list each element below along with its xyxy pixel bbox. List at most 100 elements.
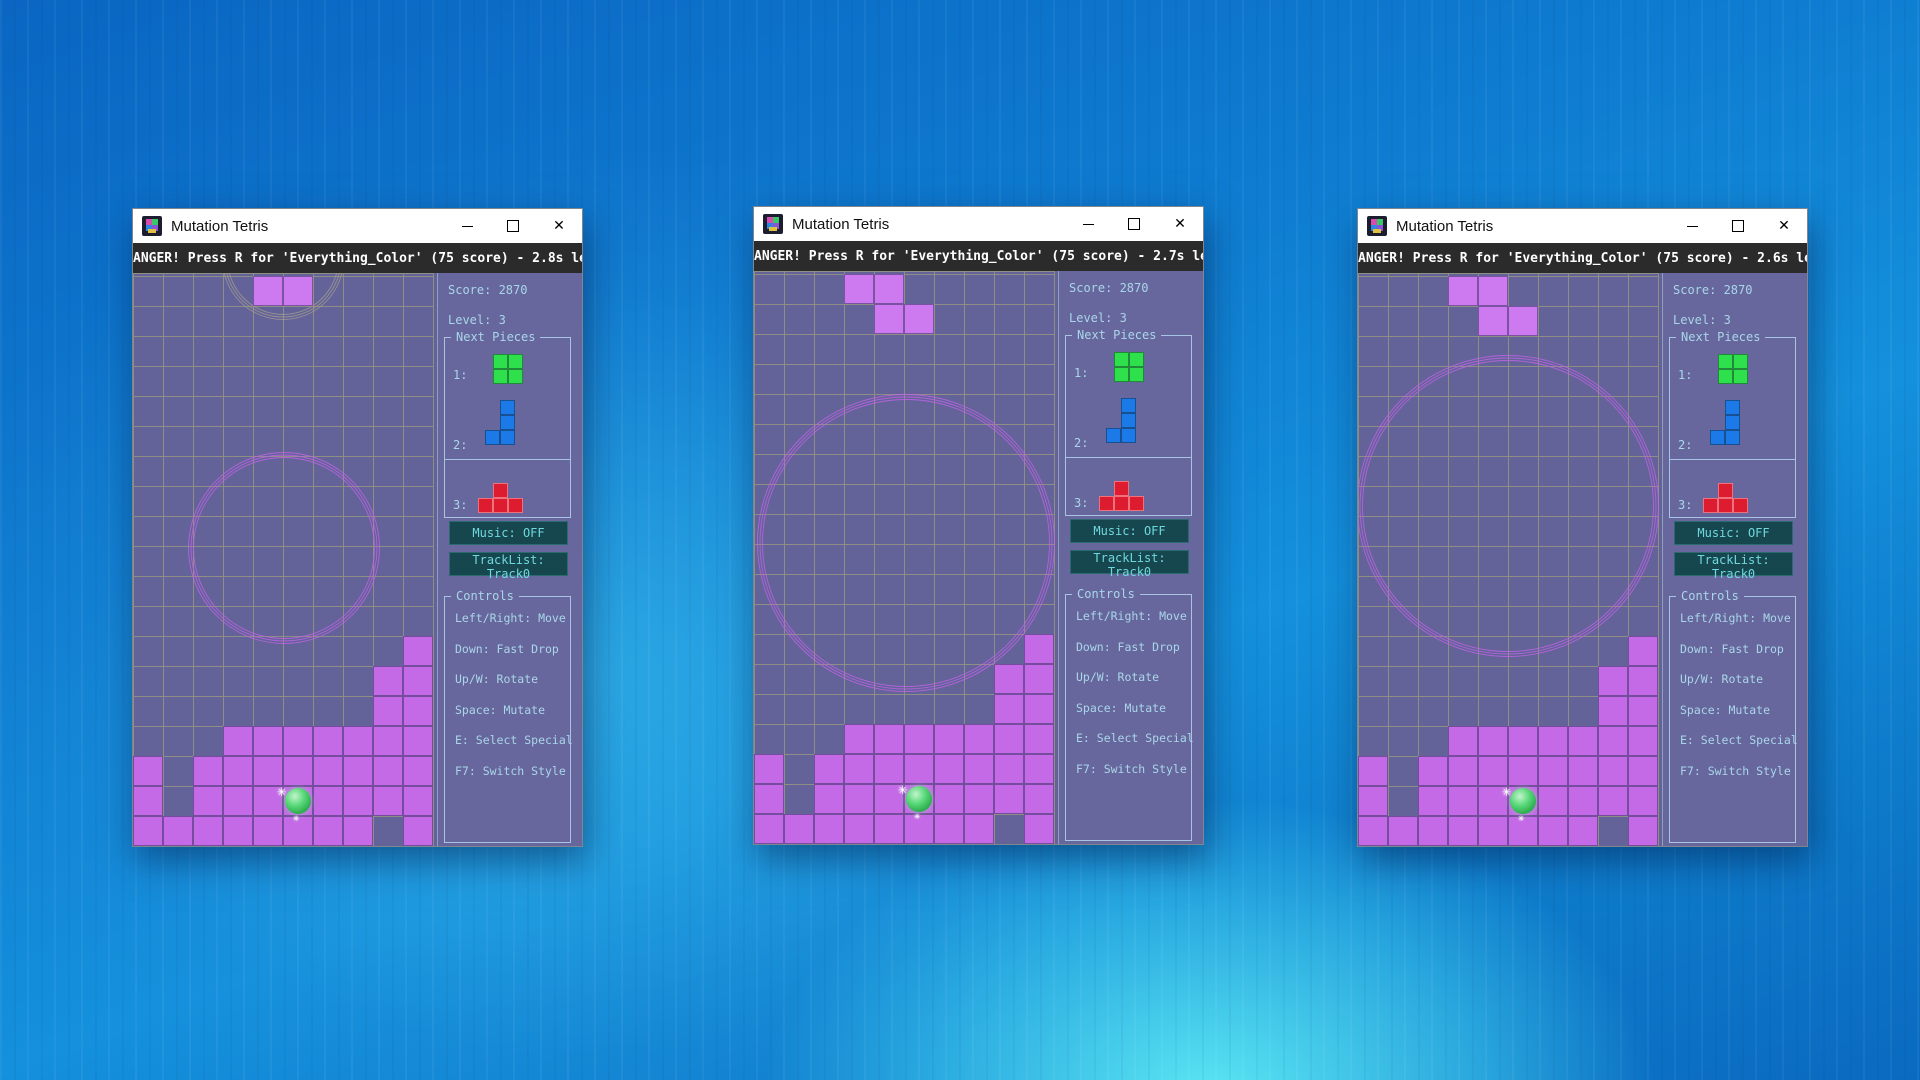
app-icon <box>763 214 783 234</box>
stack-block <box>133 786 163 816</box>
preview-block <box>1114 481 1129 496</box>
stack-block <box>994 754 1024 784</box>
stack-block <box>283 726 313 756</box>
window-titlebar[interactable]: Mutation Tetris ✕ <box>133 209 582 243</box>
level-label: Level: 3 <box>1069 311 1127 325</box>
score-label: Score: 2870 <box>448 283 528 297</box>
preview-block <box>1129 367 1144 382</box>
next-piece-1-label: 1: <box>453 368 468 382</box>
stack-block <box>814 814 844 844</box>
stack-block <box>343 786 373 816</box>
piece-block <box>904 304 934 334</box>
next-piece-3-label: 3: <box>453 498 468 512</box>
music-toggle-button[interactable]: Music: OFF <box>1674 521 1793 545</box>
window-titlebar[interactable]: Mutation Tetris ✕ <box>1358 209 1807 243</box>
control-hint: Space: Mutate <box>1680 702 1771 717</box>
control-hint: F7: Switch Style <box>1076 761 1187 776</box>
controls-title: Controls <box>1072 587 1140 601</box>
close-button[interactable]: ✕ <box>536 209 582 243</box>
stack-block <box>1628 756 1658 786</box>
app-icon <box>1367 216 1387 236</box>
stack-block <box>1508 726 1538 756</box>
stack-block <box>1598 786 1628 816</box>
stack-block <box>343 756 373 786</box>
window-titlebar[interactable]: Mutation Tetris ✕ <box>754 207 1203 241</box>
close-button[interactable]: ✕ <box>1761 209 1807 243</box>
close-icon: ✕ <box>1778 218 1790 234</box>
maximize-icon <box>1732 220 1744 232</box>
stack-block <box>1628 816 1658 846</box>
stack-block <box>814 784 844 814</box>
minimize-button[interactable] <box>444 209 490 243</box>
preview-block <box>1114 496 1129 511</box>
stack-block <box>844 724 874 754</box>
stack-block <box>133 756 163 786</box>
piece-block <box>1448 276 1478 306</box>
piece-block <box>874 274 904 304</box>
stack-block <box>964 724 994 754</box>
stack-block <box>403 756 433 786</box>
stack-block <box>904 724 934 754</box>
stack-block <box>1538 786 1568 816</box>
tracklist-button[interactable]: TrackList: Track0 <box>449 552 568 581</box>
next-pieces-title: Next Pieces <box>451 330 541 344</box>
stack-block <box>874 754 904 784</box>
preview-block <box>1718 354 1733 369</box>
stack-block <box>844 754 874 784</box>
preview-block <box>1718 483 1733 498</box>
stack-block <box>1508 756 1538 786</box>
next-piece-1-label: 1: <box>1678 368 1693 382</box>
next-pieces-divider <box>1670 459 1795 460</box>
control-hint: F7: Switch Style <box>1680 763 1791 778</box>
control-hint: Space: Mutate <box>1076 700 1167 715</box>
control-hint: Down: Fast Drop <box>1680 641 1784 656</box>
preview-block <box>1718 498 1733 513</box>
music-toggle-button[interactable]: Music: OFF <box>1070 519 1189 543</box>
stack-block <box>1568 816 1598 846</box>
sidebar: Score: 2870 Level: 3 Next Pieces 1: 2: 3… <box>1662 273 1807 846</box>
stack-block <box>133 816 163 846</box>
preview-block <box>1725 430 1740 445</box>
stack-block <box>1358 756 1388 786</box>
stack-block <box>223 756 253 786</box>
stack-block <box>1448 756 1478 786</box>
preview-block <box>1129 496 1144 511</box>
maximize-button[interactable] <box>1111 207 1157 241</box>
minimize-button[interactable] <box>1669 209 1715 243</box>
special-orb <box>898 780 932 822</box>
stack-block <box>1568 756 1598 786</box>
piece-block <box>253 276 283 306</box>
preview-block <box>493 498 508 513</box>
minimize-icon <box>461 225 473 227</box>
tracklist-button[interactable]: TrackList: Track0 <box>1674 552 1793 581</box>
preview-block <box>1710 430 1725 445</box>
music-toggle-button[interactable]: Music: OFF <box>449 521 568 545</box>
stack-block <box>223 726 253 756</box>
stack-block <box>844 784 874 814</box>
stack-block <box>994 784 1024 814</box>
preview-block <box>1114 352 1129 367</box>
sidebar: Score: 2870 Level: 3 Next Pieces 1: 2: 3… <box>437 273 582 846</box>
minimize-button[interactable] <box>1065 207 1111 241</box>
maximize-button[interactable] <box>1715 209 1761 243</box>
special-orb <box>277 782 311 824</box>
stack-block <box>1598 756 1628 786</box>
stack-block <box>964 814 994 844</box>
close-button[interactable]: ✕ <box>1157 207 1203 241</box>
tracklist-button[interactable]: TrackList: Track0 <box>1070 550 1189 579</box>
stack-block <box>754 784 784 814</box>
stack-block <box>1024 784 1054 814</box>
stack-block <box>1418 816 1448 846</box>
stack-block <box>1478 756 1508 786</box>
stack-block <box>253 756 283 786</box>
next-piece-1-label: 1: <box>1074 366 1089 380</box>
stack-block <box>1024 664 1054 694</box>
preview-block <box>493 354 508 369</box>
next-piece-3-label: 3: <box>1678 498 1693 512</box>
preview-block <box>508 369 523 384</box>
maximize-button[interactable] <box>490 209 536 243</box>
stack-block <box>1358 816 1388 846</box>
stack-block <box>193 786 223 816</box>
danger-banner: ANGER! Press R for 'Everything_Color' (7… <box>754 241 1203 271</box>
next-pieces-panel: Next Pieces 1: 2: 3: <box>1669 330 1796 518</box>
